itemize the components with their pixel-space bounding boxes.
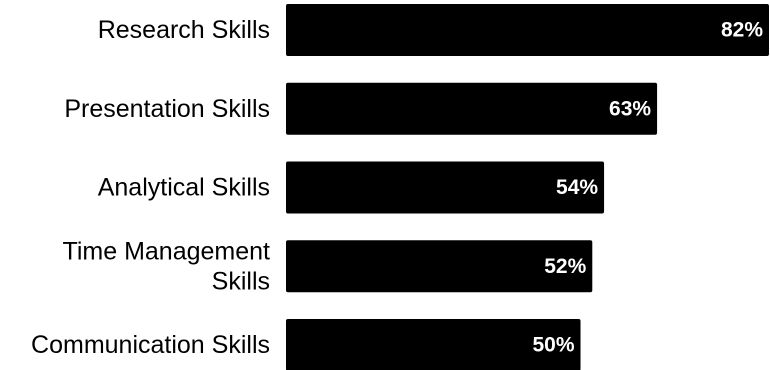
category-label: Research Skills [98,16,270,44]
bar-value-label: 54% [556,176,598,199]
bar [286,161,605,214]
bar [286,82,658,135]
category-label: Communication Skills [31,331,270,359]
bar [286,319,581,370]
category-label: Skills [212,267,270,295]
category-label: Time Management [63,237,271,265]
category-label: Presentation Skills [64,95,270,123]
bar-value-label: 82% [721,19,763,42]
bar-value-label: 52% [544,255,586,278]
value-labels-group: 82% 63% 54% 52% 50% [532,19,763,357]
bar-value-label: 50% [532,334,574,357]
bar [286,4,769,56]
bar-value-label: 63% [609,97,651,120]
bars-group [286,4,769,370]
category-labels-group: Research Skills Presentation Skills Analyt… [31,16,270,359]
bar [286,240,593,293]
category-label: Analytical Skills [98,174,270,202]
